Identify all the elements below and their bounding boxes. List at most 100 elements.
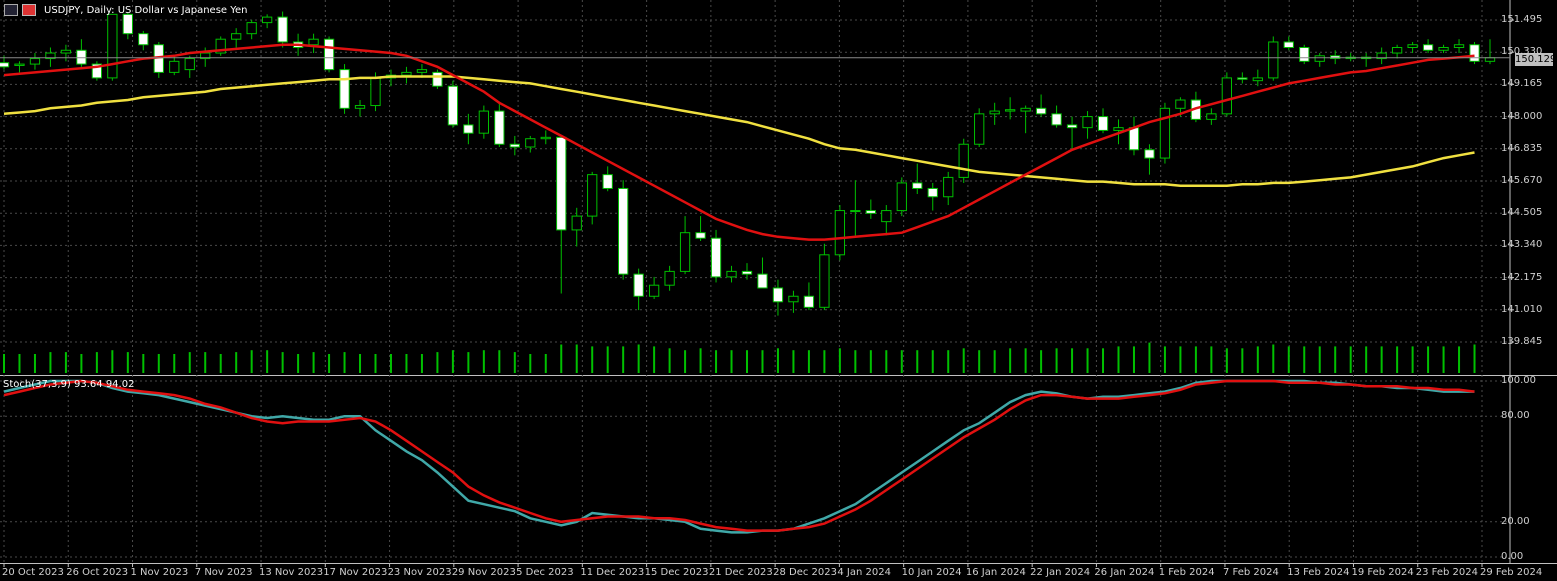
candle-body-down [1330,55,1341,60]
candle-body-up [14,63,25,66]
date-axis-label: 23 Feb 2024 [1415,567,1478,578]
candle-body-up [1082,116,1093,129]
date-axis-label: 1 Nov 2023 [130,567,189,578]
candle-body-down [1469,44,1480,62]
candle-body-up [1268,41,1279,79]
price-axis-label: 139.845 [1501,336,1543,347]
candle-body-up [819,254,830,308]
stoch-axis-label: 0.00 [1501,551,1524,562]
candle-body-up [679,232,691,272]
candle-body-up [834,210,846,256]
candle-body-up [169,60,180,73]
price-axis-label: 141.010 [1501,303,1543,315]
price-axis-label: 150.330 [1501,46,1543,58]
candle-body-down [138,33,149,46]
candle-body-down [741,270,753,275]
date-axis-label: 28 Dec 2023 [773,567,838,578]
candle-body-up [1376,52,1387,60]
candle-body-down [1035,107,1047,115]
price-axis-label: 144.505 [1501,207,1543,219]
candle-body-up [1005,109,1016,112]
date-axis-label: 15 Dec 2023 [644,567,709,578]
candle-body-down [618,187,629,275]
candle-body-up [850,210,861,213]
date-axis-label: 7 Feb 2024 [1222,567,1279,578]
candle-body-down [1422,44,1434,51]
candle-body-up [587,174,598,217]
candle-body-down [602,174,613,189]
candle-body-up [571,215,582,231]
candle-body-down [1128,127,1140,151]
date-axis-label: 7 Nov 2023 [194,567,253,578]
candle-body-down [76,49,87,65]
candle-body-down [757,273,768,289]
date-axis-label: 16 Jan 2024 [965,567,1026,578]
candle-body-down [323,38,335,71]
candle-body-up [246,22,257,35]
candle-body-up [881,210,892,223]
date-axis-label: 22 Jan 2024 [1030,567,1091,578]
candle-body-up [478,110,489,134]
candle-body-up [1391,47,1403,54]
stoch-axis-label: 80.00 [1501,410,1530,422]
candle-body-down [1066,124,1078,129]
candle-body-down [432,71,443,87]
candle-body-up [354,105,366,109]
date-axis-label: 26 Oct 2023 [66,567,129,578]
date-axis-label: 29 Nov 2023 [451,567,516,578]
date-axis-label: 20 Oct 2023 [2,567,64,578]
candle-body-up [726,270,737,278]
stoch-axis-label: 100.00 [1501,375,1536,386]
candle-body-down [1299,47,1310,62]
candle-body-up [974,113,985,145]
price-axis-label: 143.340 [1501,239,1543,251]
candle-body-down [122,13,133,35]
date-axis-label: 1 Feb 2024 [1158,567,1215,578]
candle-body-down [339,69,350,109]
candle-body-down [633,273,644,297]
chart-title: USDJPY, Daily: US Dollar vs Japanese Yen [44,4,248,16]
chart-title-bar: USDJPY, Daily: US Dollar vs Japanese Yen [4,3,248,17]
candle-body-up [45,52,56,60]
date-axis-label: 4 Jan 2024 [837,567,891,578]
candle-body-down [927,187,938,198]
candle-body-up [1252,77,1263,82]
chart-type-icon[interactable] [4,4,18,16]
date-axis-label: 19 Feb 2024 [1351,567,1414,578]
candle-body-down [710,237,722,278]
candle-body-down [803,295,815,308]
stochastic-main-line [3,379,1475,534]
candle-body-down [277,16,288,43]
candle-body-up [664,270,675,286]
date-axis-label: 11 Dec 2023 [580,567,645,578]
candle-body-up [416,69,428,73]
candle-body-up [60,49,72,54]
candle-body-up [788,295,799,303]
moving-average-fast [3,43,1475,241]
candle-body-down [509,143,520,148]
candle-body-up [200,52,211,60]
price-axis-label: 151.495 [1501,14,1543,25]
date-axis-label: 23 Nov 2023 [387,567,452,578]
date-axis-label: 5 Dec 2023 [516,567,574,578]
stochastic-signal-line [3,379,1475,532]
candle-body-down [1144,149,1155,159]
price-axis-label: 142.175 [1501,271,1543,283]
candle-body-up [1175,99,1186,109]
date-axis-label: 10 Jan 2024 [901,567,962,578]
candle-body-up [525,138,536,148]
candle-body-up [184,58,195,71]
candle-body-up [1206,113,1217,120]
candle-body-up [943,176,954,198]
candle-body-up [896,182,907,212]
price-axis-label: 149.165 [1501,78,1543,90]
current-price-label: 150.129 [1515,53,1557,66]
candle-body-down [772,287,784,303]
candle-body-down [865,210,876,214]
price-axis-label: 145.670 [1501,175,1543,186]
candle-body-down [447,85,459,126]
flag-icon[interactable] [22,4,36,16]
candle-body-up [540,136,551,140]
candle-body-down [463,124,474,134]
